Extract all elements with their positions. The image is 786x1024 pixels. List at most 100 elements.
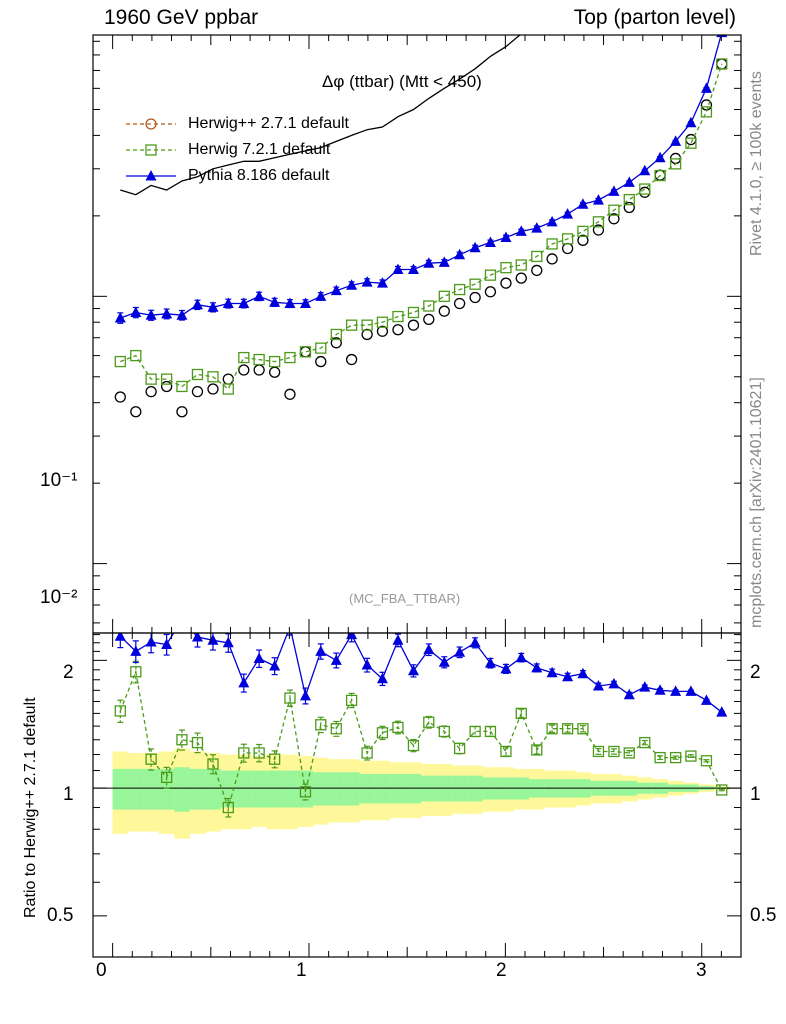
pythia-data-point (145, 309, 157, 320)
pythia-data-point (592, 194, 604, 205)
pythia-data-point (130, 306, 142, 317)
pythia-ratio-point (469, 636, 481, 648)
herwig7-data-point (392, 310, 404, 323)
herwig7-ratio-point (160, 771, 173, 784)
pythia-data-point (639, 164, 651, 176)
pythia-ratio-point (114, 633, 126, 641)
xtick-label: 2 (496, 960, 507, 981)
herwigpp-data-point (299, 346, 312, 358)
uncertainty-band-inner (236, 770, 252, 808)
pythia-data-point (315, 290, 327, 301)
pythia-data-point (330, 284, 342, 296)
pythia-data-point (438, 256, 450, 267)
pythia-ratio-point (500, 662, 512, 674)
herwig7-ratio-point (469, 725, 481, 738)
pythia-ratio-point (423, 643, 435, 655)
pythia-data-point (577, 198, 589, 209)
pythia-data-point (253, 290, 265, 301)
herwig7-data-point (577, 225, 589, 238)
pythia-data-point (161, 307, 173, 319)
herwig7-ratio-point (238, 747, 250, 759)
herwig7-ratio-point (315, 719, 327, 731)
herwig7-ratio-point (407, 739, 420, 752)
pythia-ratio-point (145, 635, 157, 647)
herwig7-ratio-point (453, 742, 466, 755)
herwigpp-data-point (176, 406, 188, 418)
herwigpp-data-point (191, 385, 204, 398)
main-ytick-label: 10⁻¹ (40, 470, 78, 491)
pythia-ratio-point (484, 657, 496, 668)
herwigpp-data-point (453, 297, 466, 310)
pythia-ratio-point (376, 672, 388, 684)
uncertainty-band-inner (189, 768, 206, 810)
reference-curve (120, 35, 521, 196)
herwigpp-data-point (423, 313, 435, 326)
ratio-y-axis-label: Ratio to Herwig++ 2.7.1 default (22, 697, 39, 918)
mcplots-source-label: mcplots.cern.ch [arXiv:2401.10621] (748, 377, 765, 628)
herwig7-ratio-point (207, 758, 219, 770)
uncertainty-band-inner (390, 773, 407, 804)
herwig7-data-point (176, 380, 188, 393)
herwigpp-data-point (639, 186, 651, 198)
pythia-data-point (238, 297, 250, 309)
herwigpp-data-point (577, 234, 589, 246)
herwig7-ratio-point (531, 744, 543, 756)
herwigpp-data-point (623, 201, 635, 214)
uncertainty-band-inner (174, 767, 191, 812)
herwig7-ratio-point (299, 786, 312, 798)
herwigpp-data-point (376, 325, 389, 337)
herwig7-ratio-line (119, 669, 723, 810)
herwig7-ratio-point (253, 747, 265, 759)
herwigpp-data-point (284, 388, 296, 400)
pythia-data-point (269, 296, 281, 307)
herwig7-data-point (253, 353, 265, 366)
main-plot-area (114, 35, 728, 418)
main-ytick-label: 10⁻² (40, 587, 78, 608)
herwig7-ratio-point (330, 723, 342, 735)
pythia-data-point (299, 297, 311, 309)
pythia-data-point (608, 185, 620, 196)
ratio-plot-area (93, 633, 741, 839)
herwig7-data-point (284, 351, 296, 364)
pythia-ratio-point (253, 652, 265, 664)
pythia-ratio-point (592, 680, 604, 691)
pythia-data-point (207, 301, 219, 312)
herwig7-data-point (669, 158, 682, 170)
herwig7-ratio-point (423, 716, 435, 728)
pythia-data-point (500, 231, 512, 242)
uncertainty-band-inner (374, 773, 391, 804)
herwigpp-data-point (345, 353, 358, 366)
herwig7-data-point (623, 193, 635, 206)
pythia-ratio-point (654, 684, 666, 695)
herwig7-ratio-point (145, 753, 157, 765)
herwigpp-data-point (392, 324, 404, 336)
herwig7-ratio-point (130, 666, 142, 678)
herwig7-data-point (484, 269, 497, 281)
herwig7-ratio-point (700, 755, 713, 767)
herwig7-ratio-point (484, 725, 497, 738)
herwig7-data-point (546, 238, 558, 250)
pythia-ratio-point (361, 659, 373, 670)
herwig7-ratio-point (438, 725, 450, 738)
ratio-ytick-label-left: 2 (63, 662, 74, 683)
herwigpp-data-point (330, 337, 342, 349)
xtick-label: 0 (96, 960, 107, 981)
pythia-ratio-point (562, 670, 574, 682)
pythia-ratio-point (130, 645, 142, 656)
pythia-ratio-point (546, 666, 558, 678)
herwig7-data-line (120, 63, 723, 391)
uncertainty-band-inner (359, 773, 376, 804)
herwig7-ratio-point (515, 707, 527, 720)
ratio-ytick-label-left: 1 (63, 784, 74, 805)
pythia-data-point (376, 277, 388, 288)
herwig7-data-point (716, 58, 728, 70)
herwig7-data-point (438, 290, 450, 302)
herwigpp-data-point (531, 264, 543, 277)
pythia-data-point (454, 248, 466, 260)
uncertainty-band-inner (343, 772, 360, 806)
collision-energy-label: 1960 GeV ppbar (104, 6, 259, 29)
herwig7-data-point (114, 355, 126, 368)
pythia-ratio-point (438, 656, 450, 667)
pythia-data-point (114, 311, 126, 323)
